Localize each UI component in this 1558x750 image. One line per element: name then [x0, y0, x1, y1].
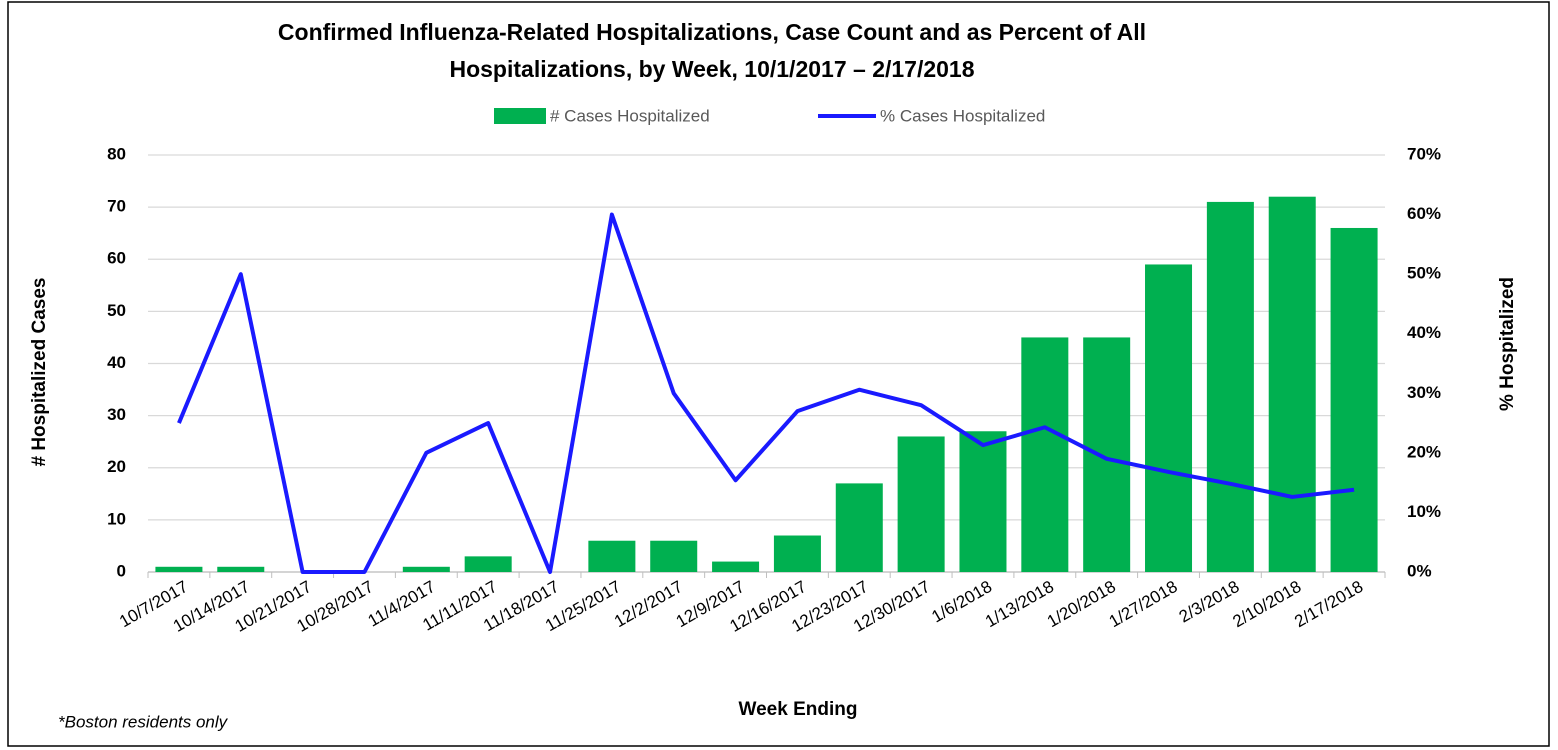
chart-title: Hospitalizations, by Week, 10/1/2017 – 2… — [449, 56, 974, 82]
bar — [1330, 227, 1378, 572]
bar — [1145, 264, 1193, 572]
bar — [1021, 337, 1069, 572]
y-axis-label: # Hospitalized Cases — [29, 277, 50, 466]
legend-label: % Cases Hospitalized — [880, 106, 1045, 125]
line — [177, 212, 1355, 574]
bar — [402, 566, 450, 572]
bar — [712, 561, 760, 572]
bar — [1083, 337, 1131, 572]
y2-tick-label: 60% — [1407, 204, 1441, 223]
y-tick-label: 0 — [117, 561, 126, 580]
y-tick-label: 40 — [107, 353, 126, 372]
y2-tick-label: 70% — [1407, 144, 1441, 163]
bar — [835, 483, 883, 572]
x-axis-label: Week Ending — [739, 699, 858, 720]
y2-axis-label: % Hospitalized — [1497, 277, 1518, 411]
bar — [464, 556, 512, 572]
y-tick-label: 80 — [107, 144, 126, 163]
bar — [773, 535, 821, 572]
y2-tick-label: 10% — [1407, 502, 1441, 521]
y-tick-label: 30 — [107, 405, 126, 424]
chart-title: Confirmed Influenza-Related Hospitalizat… — [278, 19, 1146, 45]
y-tick-label: 50 — [107, 301, 126, 320]
legend-label: # Cases Hospitalized — [550, 106, 710, 125]
y-tick-label: 70 — [107, 197, 126, 216]
bar — [959, 431, 1007, 572]
y2-tick-label: 20% — [1407, 442, 1441, 461]
y-tick-label: 60 — [107, 249, 126, 268]
bar — [897, 436, 945, 572]
legend-swatch — [494, 108, 546, 124]
bar — [650, 540, 698, 572]
bar — [155, 566, 203, 572]
y2-tick-label: 30% — [1407, 383, 1441, 402]
bar — [1206, 201, 1254, 572]
bar — [217, 566, 265, 572]
y-tick-label: 20 — [107, 457, 126, 476]
y2-tick-label: 50% — [1407, 264, 1441, 283]
footnote: *Boston residents only — [58, 712, 229, 731]
y2-tick-label: 0% — [1407, 561, 1432, 580]
chart-border — [7, 1, 1550, 747]
bar — [1268, 196, 1316, 572]
y2-tick-label: 40% — [1407, 323, 1441, 342]
y-tick-label: 10 — [107, 509, 126, 528]
bar — [588, 540, 636, 572]
